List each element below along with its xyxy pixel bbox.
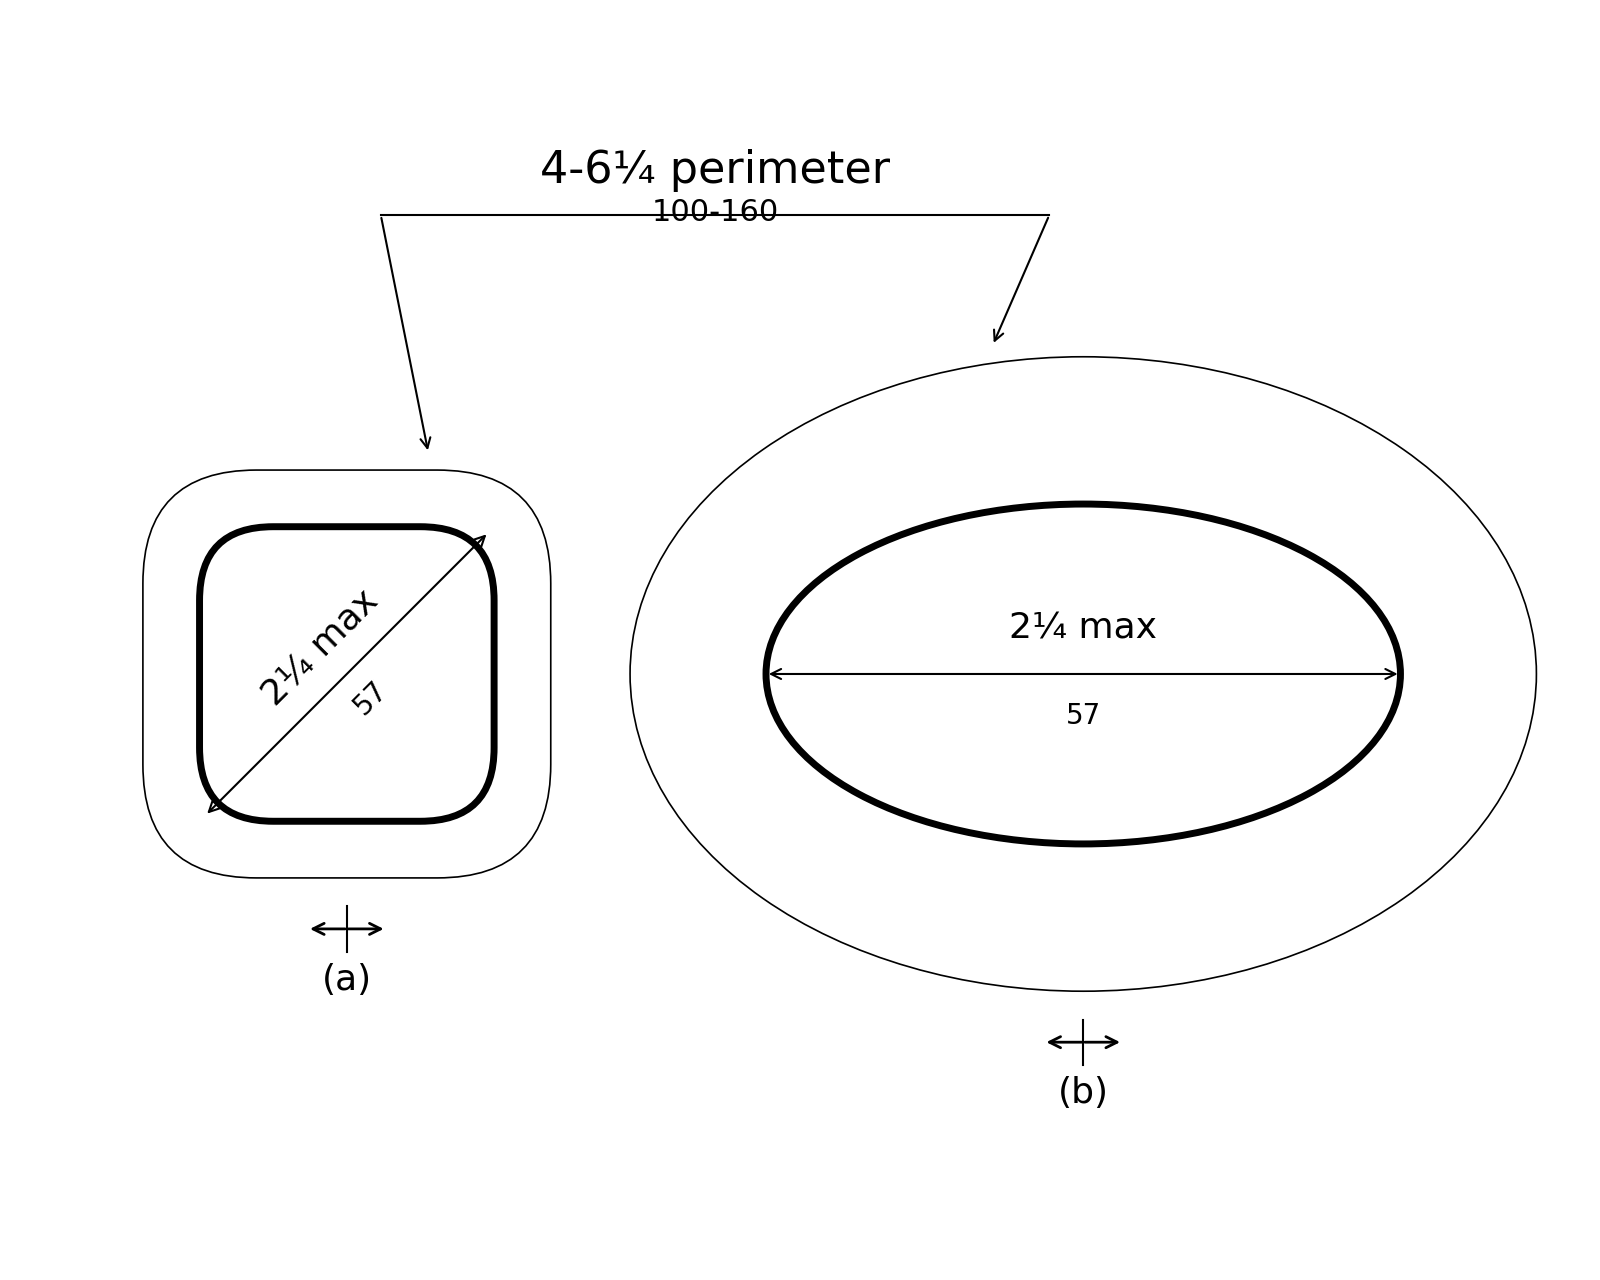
Text: (b): (b): [1058, 1076, 1109, 1110]
Text: 57: 57: [347, 675, 392, 719]
Text: 2¼ max: 2¼ max: [258, 584, 386, 713]
Text: 57: 57: [1066, 703, 1101, 731]
Text: 2¼ max: 2¼ max: [1010, 612, 1157, 645]
Text: 100-160: 100-160: [651, 198, 779, 227]
Text: 4-6¼ perimeter: 4-6¼ perimeter: [539, 150, 890, 192]
Text: (a): (a): [322, 963, 371, 997]
